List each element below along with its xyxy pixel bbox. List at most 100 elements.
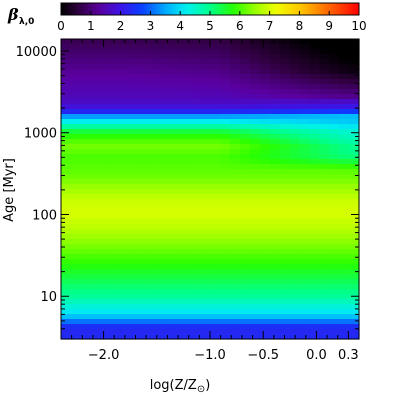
heatmap-cell bbox=[150, 279, 161, 285]
heatmap-cell bbox=[170, 84, 181, 90]
heatmap-cell bbox=[249, 84, 261, 90]
heatmap-cell bbox=[120, 49, 132, 55]
heatmap-cell bbox=[170, 179, 181, 185]
heatmap-cell bbox=[249, 89, 261, 95]
heatmap-cell bbox=[219, 164, 231, 170]
heatmap-cell bbox=[309, 119, 320, 125]
heatmap-cell bbox=[180, 274, 191, 280]
heatmap-cell bbox=[309, 129, 320, 135]
heatmap-cell bbox=[80, 179, 92, 185]
heatmap-cell bbox=[80, 104, 92, 110]
heatmap-cell bbox=[120, 309, 132, 315]
heatmap-cell bbox=[229, 239, 241, 245]
heatmap-cell bbox=[180, 104, 191, 110]
heatmap-cell bbox=[120, 249, 132, 255]
heatmap-cell bbox=[210, 334, 221, 340]
heatmap-cell bbox=[319, 264, 330, 270]
heatmap-cell bbox=[110, 119, 122, 125]
heatmap-cell bbox=[90, 124, 102, 130]
heatmap-cell bbox=[180, 129, 191, 135]
heatmap-cell bbox=[319, 329, 330, 335]
heatmap-cell bbox=[130, 159, 142, 165]
heatmap-cell bbox=[100, 124, 112, 130]
heatmap-cell bbox=[339, 234, 350, 240]
heatmap-cell bbox=[329, 184, 340, 190]
heatmap-cell bbox=[299, 109, 310, 115]
heatmap-cell bbox=[100, 334, 112, 340]
heatmap-cell bbox=[90, 249, 102, 255]
heatmap-cell bbox=[339, 289, 350, 295]
heatmap-cell bbox=[319, 229, 330, 235]
heatmap-cell bbox=[229, 144, 241, 150]
heatmap-cell bbox=[140, 329, 151, 335]
heatmap-cell bbox=[90, 294, 102, 300]
heatmap-cell bbox=[190, 109, 201, 115]
heatmap-cell bbox=[239, 194, 251, 200]
heatmap-cell bbox=[200, 169, 211, 175]
heatmap-cell bbox=[160, 159, 171, 165]
heatmap-cell bbox=[309, 244, 320, 250]
heatmap-cell bbox=[110, 279, 122, 285]
heatmap-cell bbox=[150, 139, 161, 145]
heatmap-cell bbox=[61, 324, 72, 330]
heatmap-cell bbox=[70, 324, 82, 330]
heatmap-cell bbox=[229, 59, 241, 65]
heatmap-cell bbox=[80, 244, 92, 250]
heatmap-cell bbox=[279, 199, 291, 205]
heatmap-cell bbox=[239, 274, 251, 280]
heatmap-cell bbox=[289, 279, 300, 285]
heatmap-cell bbox=[229, 74, 241, 80]
heatmap-cell bbox=[100, 159, 112, 165]
heatmap-cell bbox=[180, 59, 191, 65]
heatmap-cell bbox=[80, 149, 92, 155]
heatmap-cell bbox=[120, 109, 132, 115]
heatmap-cell bbox=[309, 169, 320, 175]
heatmap-cell bbox=[90, 139, 102, 145]
heatmap-cell bbox=[150, 319, 161, 325]
heatmap-cell bbox=[150, 54, 161, 60]
heatmap-cell bbox=[100, 54, 112, 60]
heatmap-cell bbox=[309, 189, 320, 195]
heatmap-cell bbox=[150, 79, 161, 85]
heatmap-cell bbox=[299, 184, 310, 190]
heatmap-cell bbox=[70, 214, 82, 220]
heatmap-cell bbox=[329, 124, 340, 130]
heatmap-cell bbox=[289, 149, 300, 155]
heatmap-cell bbox=[170, 284, 181, 290]
heatmap-cell bbox=[319, 39, 330, 45]
heatmap-cell bbox=[339, 329, 350, 335]
heatmap-cell bbox=[100, 244, 112, 250]
heatmap-cell bbox=[239, 84, 251, 90]
heatmap-cell bbox=[229, 139, 241, 145]
heatmap-cell bbox=[100, 189, 112, 195]
heatmap-cell bbox=[180, 39, 191, 45]
heatmap-cell bbox=[150, 104, 161, 110]
heatmap-cell bbox=[249, 94, 261, 100]
heatmap-cell bbox=[80, 74, 92, 80]
heatmap-cell bbox=[100, 59, 112, 65]
heatmap-cell bbox=[190, 219, 201, 225]
heatmap-cell bbox=[110, 114, 122, 120]
heatmap-cell bbox=[80, 239, 92, 245]
heatmap-cell bbox=[140, 284, 151, 290]
heatmap-cell bbox=[249, 69, 261, 75]
heatmap-cell bbox=[210, 199, 221, 205]
heatmap-cell bbox=[150, 274, 161, 280]
heatmap-cell bbox=[70, 244, 82, 250]
heatmap-cell bbox=[170, 134, 181, 140]
heatmap-cell bbox=[229, 299, 241, 305]
heatmap-cell bbox=[339, 214, 350, 220]
heatmap-cell bbox=[319, 189, 330, 195]
heatmap-cell bbox=[210, 74, 221, 80]
heatmap-cell bbox=[140, 264, 151, 270]
heatmap-cell bbox=[339, 264, 350, 270]
heatmap-cell bbox=[120, 124, 132, 130]
heatmap-cell bbox=[190, 329, 201, 335]
heatmap-cell bbox=[200, 144, 211, 150]
heatmap-cell bbox=[140, 249, 151, 255]
heatmap-cell bbox=[170, 204, 181, 210]
heatmap-cell bbox=[120, 129, 132, 135]
heatmap-cell bbox=[160, 184, 171, 190]
heatmap-cell bbox=[61, 244, 72, 250]
heatmap-cell bbox=[259, 54, 271, 60]
